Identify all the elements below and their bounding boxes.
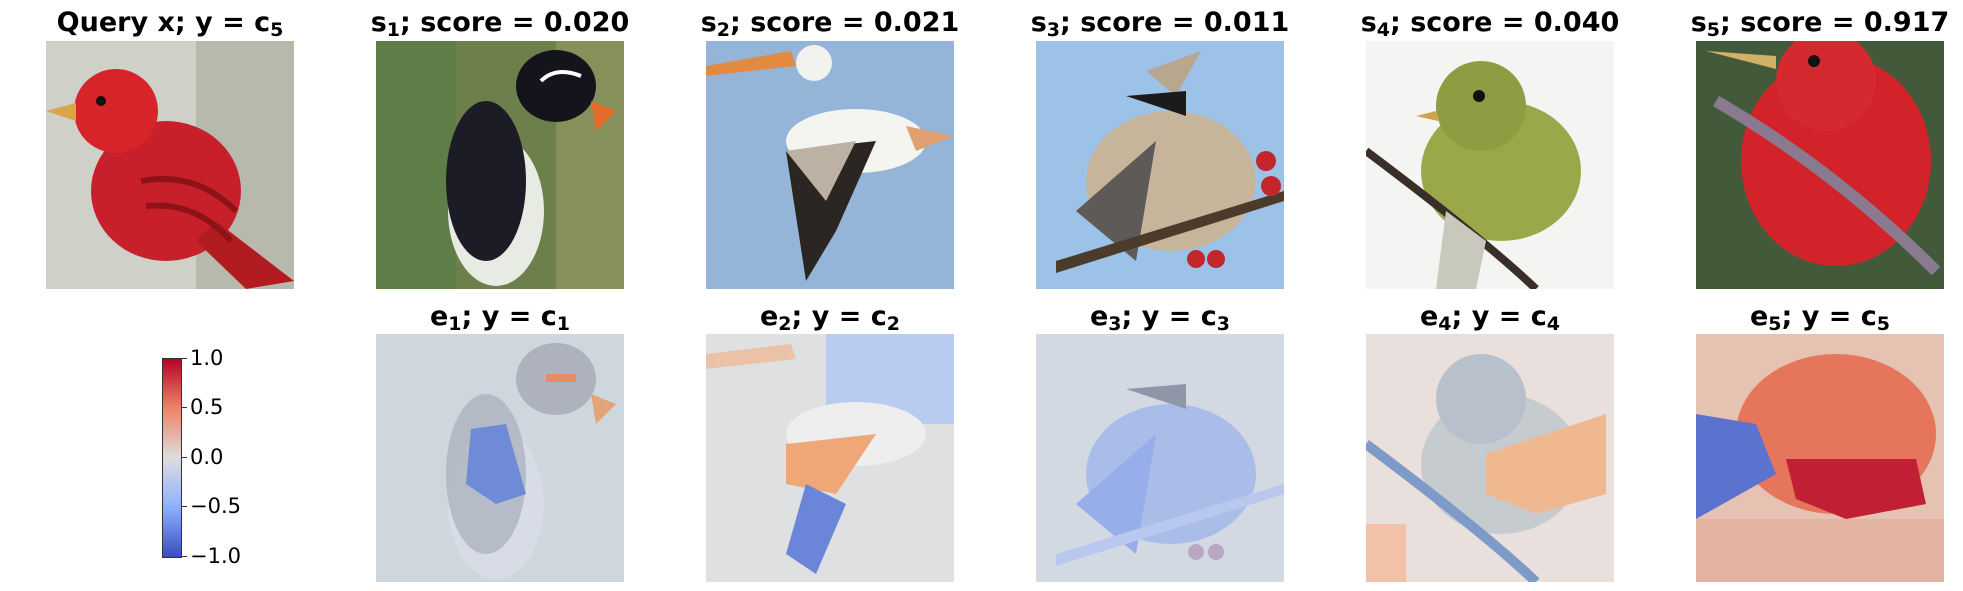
e2-map bbox=[706, 334, 954, 582]
s3-image bbox=[1036, 41, 1284, 289]
s2-image bbox=[706, 41, 954, 289]
colorbar-label: 0.5 bbox=[190, 395, 224, 419]
e3-map bbox=[1036, 334, 1284, 582]
s1-title: s1; score = 0.020 bbox=[370, 7, 630, 41]
e4-title: e4; y = c4 bbox=[1419, 301, 1561, 335]
e1-title: e1; y = c1 bbox=[429, 301, 571, 335]
s3-title: s3; score = 0.011 bbox=[1030, 7, 1290, 41]
e5-map bbox=[1696, 334, 1944, 582]
e2-title: e2; y = c2 bbox=[759, 301, 901, 335]
e4-map bbox=[1366, 334, 1614, 582]
s5-title: s5; score = 0.917 bbox=[1690, 7, 1950, 41]
s5-image bbox=[1696, 41, 1944, 289]
s4-image bbox=[1366, 41, 1614, 289]
s1-image bbox=[376, 41, 624, 289]
colorbar-label: 0.0 bbox=[190, 445, 224, 469]
colorbar-tick bbox=[181, 407, 187, 408]
e5-title: e5; y = c5 bbox=[1749, 301, 1891, 335]
colorbar-tick bbox=[181, 358, 187, 359]
colorbar-label: −1.0 bbox=[190, 544, 241, 568]
s2-title: s2; score = 0.021 bbox=[700, 7, 960, 41]
query-image bbox=[46, 41, 294, 289]
query-title: Query x; y = c5 bbox=[56, 7, 284, 41]
s4-title: s4; score = 0.040 bbox=[1360, 7, 1620, 41]
colorbar-tick bbox=[181, 556, 187, 557]
colorbar-label: 1.0 bbox=[190, 346, 224, 370]
e1-map bbox=[376, 334, 624, 582]
colorbar bbox=[162, 358, 182, 558]
e3-title: e3; y = c3 bbox=[1089, 301, 1231, 335]
colorbar-tick bbox=[181, 506, 187, 507]
colorbar-tick bbox=[181, 457, 187, 458]
colorbar-label: −0.5 bbox=[190, 494, 241, 518]
